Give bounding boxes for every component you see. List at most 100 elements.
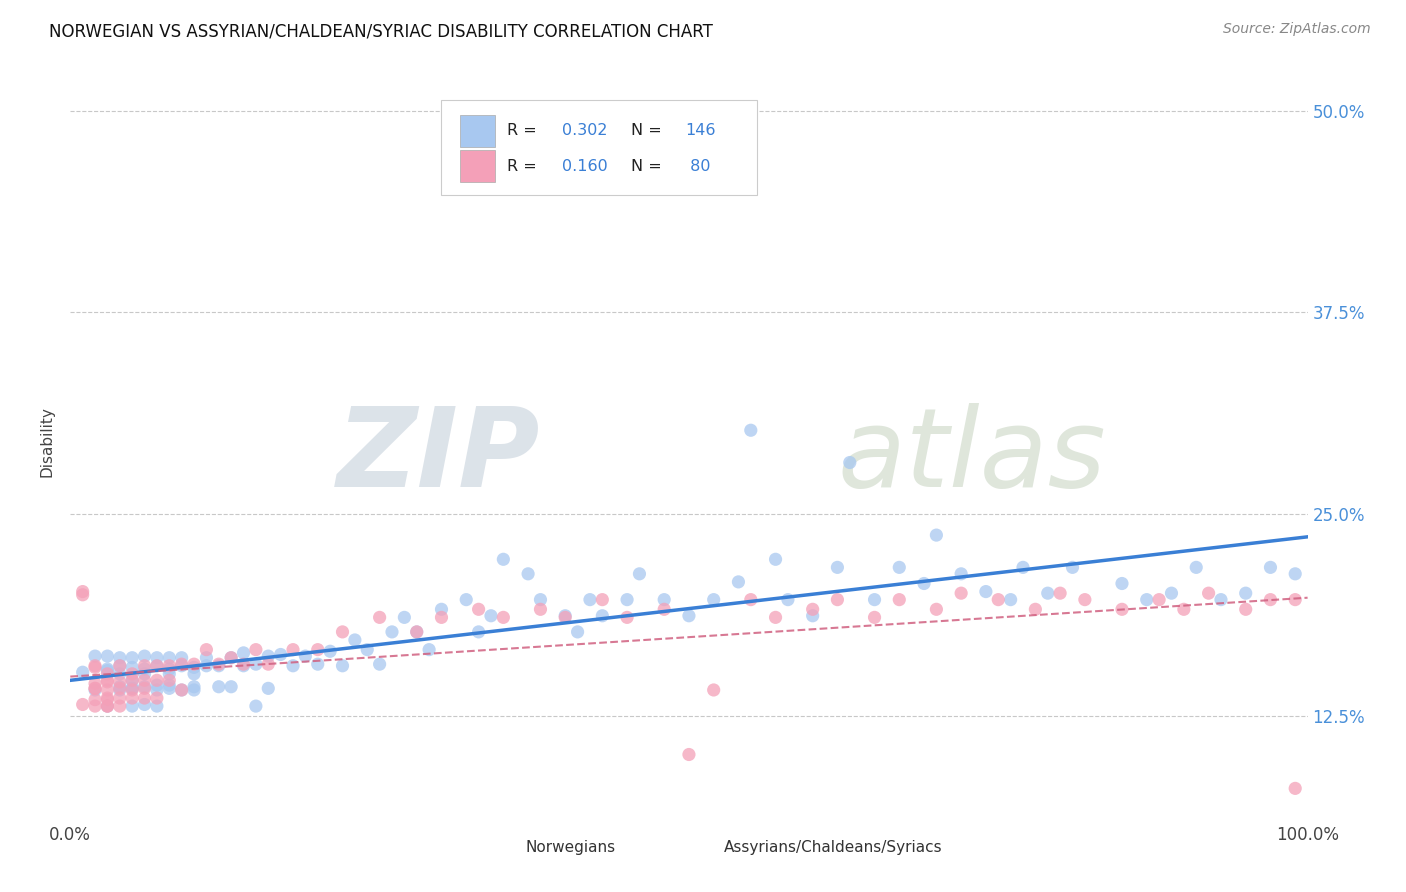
Point (232, 646, 254, 660)
Point (245, 642, 267, 657)
Point (827, 560, 849, 574)
Point (889, 560, 911, 574)
Point (765, 610, 787, 624)
Point (356, 642, 378, 657)
Point (108, 691, 131, 706)
Point (134, 698, 156, 712)
Point (1284, 781, 1306, 796)
Point (740, 423, 762, 437)
Point (146, 650, 169, 665)
Point (108, 666, 131, 681)
Point (492, 552, 515, 566)
Point (96, 664, 118, 678)
Point (170, 658, 193, 673)
FancyBboxPatch shape (460, 151, 495, 182)
Point (245, 657, 267, 672)
Point (183, 657, 205, 672)
Point (827, 592, 849, 607)
Point (134, 666, 156, 681)
Point (96, 699, 118, 714)
Point (134, 681, 156, 696)
Point (616, 592, 638, 607)
Point (456, 592, 478, 607)
Point (146, 683, 169, 698)
Point (146, 673, 169, 688)
Point (157, 666, 180, 681)
Point (108, 674, 131, 689)
Text: 0.302: 0.302 (561, 123, 607, 138)
Point (183, 683, 205, 698)
Point (889, 592, 911, 607)
Point (307, 657, 329, 672)
Point (170, 650, 193, 665)
Point (529, 602, 551, 616)
Point (157, 681, 180, 696)
Point (1284, 566, 1306, 581)
Point (195, 658, 218, 673)
Point (281, 642, 304, 657)
Point (96, 649, 118, 664)
Point (1012, 560, 1035, 574)
Text: 146: 146 (685, 123, 716, 138)
Point (616, 610, 638, 624)
Point (467, 624, 489, 639)
Point (96, 666, 118, 681)
Point (974, 584, 997, 599)
Point (146, 658, 169, 673)
Point (1049, 586, 1071, 600)
Point (232, 657, 254, 672)
Point (517, 566, 540, 581)
Point (134, 662, 156, 676)
Point (134, 649, 156, 664)
Point (96, 699, 118, 714)
Point (257, 681, 280, 696)
Point (467, 602, 489, 616)
Point (121, 650, 143, 665)
FancyBboxPatch shape (689, 836, 716, 860)
Point (96, 662, 118, 676)
Point (84, 683, 107, 698)
Point (1173, 602, 1195, 616)
Point (430, 610, 453, 624)
Text: Source: ZipAtlas.com: Source: ZipAtlas.com (1223, 22, 1371, 37)
Point (121, 699, 143, 714)
Point (208, 680, 231, 694)
Point (84, 676, 107, 690)
Point (368, 657, 391, 672)
Point (1111, 576, 1133, 591)
Point (72, 665, 94, 680)
Point (652, 592, 675, 607)
Point (1234, 602, 1257, 616)
Point (765, 552, 787, 566)
Point (925, 528, 948, 542)
Point (987, 592, 1010, 607)
Point (579, 592, 602, 607)
Point (195, 650, 218, 665)
Point (394, 610, 416, 624)
Point (332, 658, 354, 673)
Point (492, 610, 515, 624)
Point (591, 608, 613, 623)
Point (307, 642, 329, 657)
Point (1209, 592, 1232, 607)
Point (801, 602, 824, 616)
Point (418, 642, 440, 657)
Point (146, 678, 169, 692)
Point (72, 588, 94, 602)
Point (1111, 602, 1133, 616)
Point (740, 592, 762, 607)
Point (146, 691, 169, 706)
Text: NORWEGIAN VS ASSYRIAN/CHALDEAN/SYRIAC DISABILITY CORRELATION CHART: NORWEGIAN VS ASSYRIAN/CHALDEAN/SYRIAC DI… (49, 22, 713, 40)
Point (801, 608, 824, 623)
Point (294, 649, 316, 664)
Point (96, 674, 118, 689)
Point (1234, 586, 1257, 600)
Point (72, 698, 94, 712)
Point (183, 680, 205, 694)
Point (96, 673, 118, 688)
Point (1074, 592, 1097, 607)
Point (1160, 586, 1182, 600)
Text: R =: R = (508, 123, 541, 138)
Point (121, 691, 143, 706)
Point (838, 456, 860, 470)
